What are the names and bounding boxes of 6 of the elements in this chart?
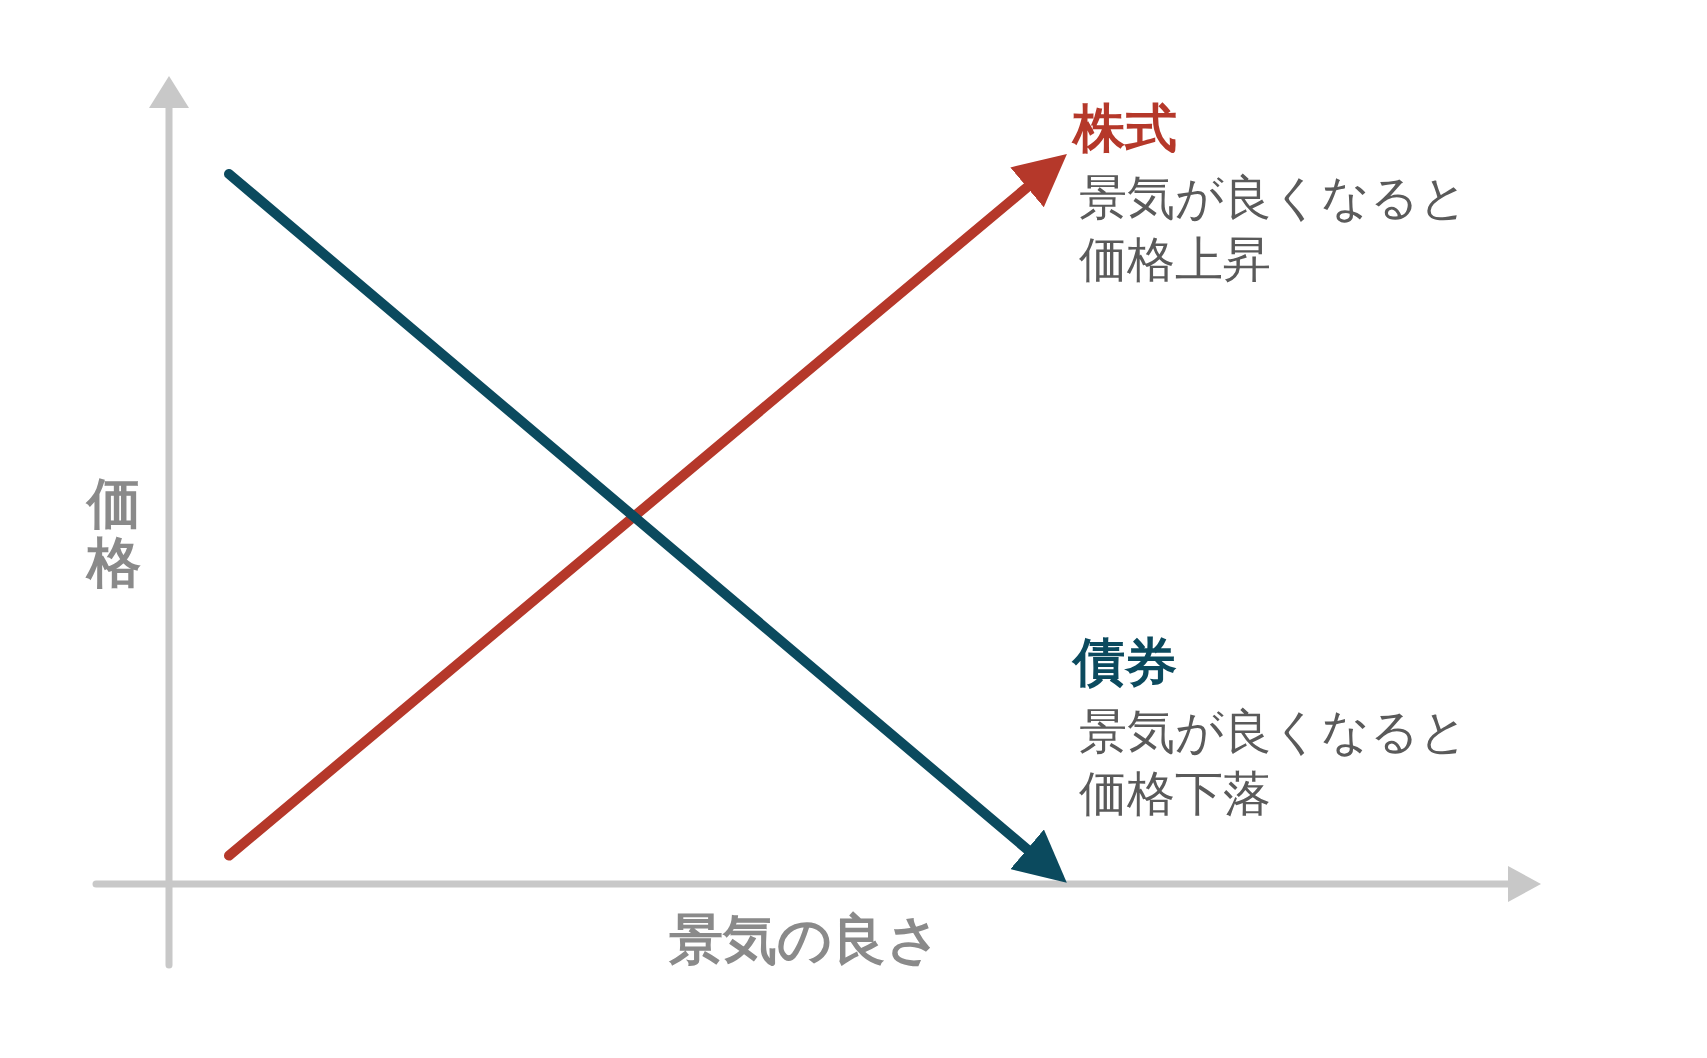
- annotation: 景気が良くなると価格下落: [1079, 701, 1469, 824]
- series-label: 株式: [1073, 97, 1177, 160]
- y-axis-title: 価格: [87, 471, 141, 594]
- x-axis-title: 景気の良さ: [669, 906, 941, 973]
- annotation: 景気が良くなると価格上昇: [1079, 168, 1469, 290]
- text: 債券: [1073, 630, 1177, 694]
